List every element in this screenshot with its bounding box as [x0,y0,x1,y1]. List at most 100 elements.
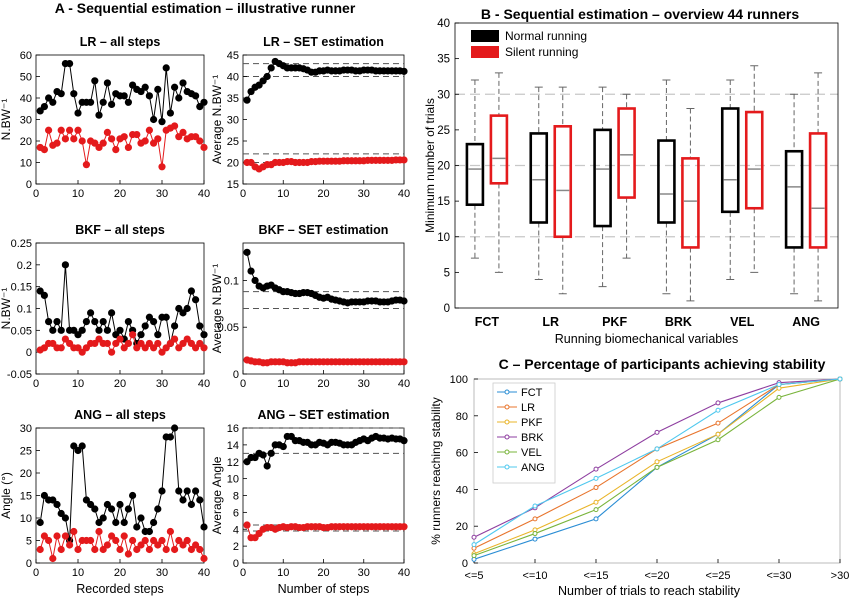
data-point-red [175,536,183,545]
box-body [784,149,804,249]
data-point-red [154,135,162,143]
data-point-black [243,248,251,256]
y-tick-label: 0.15 [11,282,32,294]
chart-title: ANG – all steps [74,408,166,422]
y-tick-label: 25 [437,125,450,137]
y-tick-label: 60 [20,50,32,62]
data-point-brk [471,534,477,540]
chart-lr-all: 0 10 20 30 40 50 60 0 10 20 30 40 LR – all steps N.BW… [0,35,210,200]
data-point-black [192,92,200,100]
box-black-ang [784,93,804,295]
data-point-black [145,92,153,100]
chart-title: ANG – SET estimation [258,408,390,422]
data-point-red [158,163,166,171]
data-point-black [103,326,111,334]
data-point-black [103,79,111,87]
data-point-black [267,64,275,72]
data-point-ang [471,542,477,548]
data-point-black [183,304,191,313]
data-point-black [263,462,271,470]
data-point-red [103,339,111,348]
data-point-red [116,545,124,554]
box-body [553,125,573,239]
data-point-black [129,491,137,500]
data-point-black [95,326,103,334]
data-point-red [49,554,57,563]
legend-marker-brk [504,434,510,440]
data-point-red [171,335,179,343]
data-point-black [57,326,65,334]
data-point-red [243,521,251,529]
data-point-black [116,500,124,509]
y-tick-label: 25 [20,446,32,458]
data-point-red [87,536,95,545]
x-tick-label: 40 [398,378,410,390]
x-tick-label: 10 [277,567,289,579]
data-point-black [66,60,74,68]
data-point-red [53,532,61,540]
data-point-red [40,532,49,540]
data-point-red [120,133,128,141]
data-point-black [263,72,271,81]
data-point-red [57,126,65,134]
data-point-red [200,143,208,152]
data-point-black [82,496,90,504]
data-point-black [78,326,86,334]
legend-label: ANG [521,462,545,474]
data-point-vel [776,394,782,400]
x-axis-label: Running biomechanical variables [555,332,738,346]
data-point-red [141,536,149,545]
box-red-ang [808,72,828,302]
data-point-black [74,109,82,117]
data-point-red [61,532,69,540]
data-point-black [57,509,65,518]
data-point-red [129,331,137,339]
data-point-black [162,64,170,72]
x-tick-label: 30 [358,378,370,390]
data-point-pkf [715,431,721,437]
y-tick-label: 80 [456,411,468,423]
data-point-red [99,139,107,147]
y-tick-label: 2 [233,541,239,553]
legend-label: LR [521,402,535,414]
data-point-black [108,100,116,109]
legend-label: Normal running [505,29,587,43]
y-tick-label: 20 [20,468,32,480]
data-point-red [145,545,153,554]
y-axis-label: Average N.BW⁻¹ [210,264,224,353]
data-point-black [171,424,179,432]
y-tick-label: 14 [227,440,239,452]
legend-label: VEL [521,447,542,459]
data-point-red [57,344,65,352]
data-point-red [108,135,116,143]
data-point-black [61,261,69,269]
legend-marker-vel [504,449,510,455]
y-tick-label: 0 [26,558,32,570]
x-tick-label: LR [542,315,559,329]
x-tick-label: <=20 [644,570,669,582]
data-point-black [108,505,116,513]
y-tick-label: 8 [233,491,239,503]
data-point-red [154,541,162,549]
y-tick-label: -0.05 [7,369,32,381]
x-tick-label: 30 [156,567,168,579]
data-point-brk [715,400,721,406]
y-tick-label: 0 [233,369,239,381]
data-point-black [103,500,111,509]
data-point-red [112,146,120,154]
y-tick-label: 0.1 [17,304,32,316]
x-tick-label: <=5 [465,570,484,582]
box-black-fct [465,79,485,259]
data-point-red [45,536,53,545]
y-axis-label: Minimum number of trials [423,98,437,233]
data-point-red [108,532,116,540]
data-point-black [49,326,57,334]
data-point-red [150,536,158,545]
data-point-brk [593,466,599,472]
data-point-black [99,514,107,522]
panel-b-title: B - Sequential estimation – overview 44 … [481,6,799,22]
data-point-black [40,103,49,111]
data-point-black [124,505,132,513]
y-axis-label: N.BW⁻¹ [0,288,13,330]
